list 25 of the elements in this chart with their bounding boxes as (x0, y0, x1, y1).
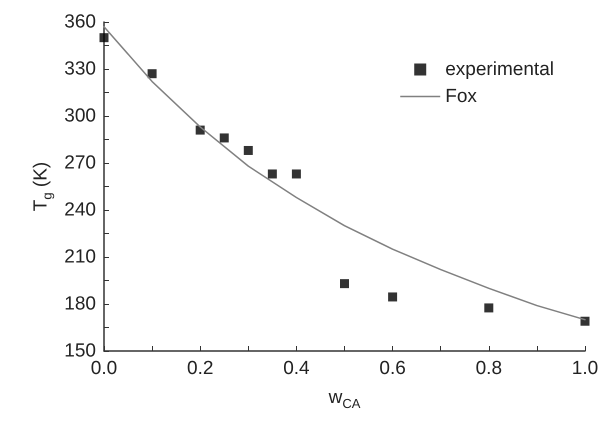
point (244, 146, 253, 155)
y-tick-label: 240 (64, 200, 96, 220)
y-tick-label: 270 (64, 152, 96, 174)
y-tick-label: 180 (64, 294, 96, 314)
y-axis-title: Tg (K) (30, 162, 54, 212)
y-tick-label: 330 (64, 58, 96, 80)
x-tick-label: 0.2 (186, 358, 214, 379)
legend-label: Fox (445, 86, 478, 107)
point (292, 169, 301, 178)
point (148, 69, 157, 78)
x-tick-label: 0.8 (476, 358, 502, 379)
y-tick-label: 360 (64, 12, 96, 32)
x-tick-label: 0.6 (379, 358, 406, 379)
legend-label: experimental (445, 59, 554, 80)
x-tick-label: 0.4 (283, 358, 310, 379)
point (580, 316, 590, 326)
point (100, 33, 108, 42)
point (388, 292, 398, 302)
point (340, 279, 349, 288)
point (268, 169, 277, 178)
y-tick-label: 300 (64, 106, 96, 126)
point (484, 303, 494, 312)
x-tick-label: 1.0 (572, 358, 598, 379)
point (220, 133, 229, 142)
y-tick-label: 210 (64, 246, 96, 268)
